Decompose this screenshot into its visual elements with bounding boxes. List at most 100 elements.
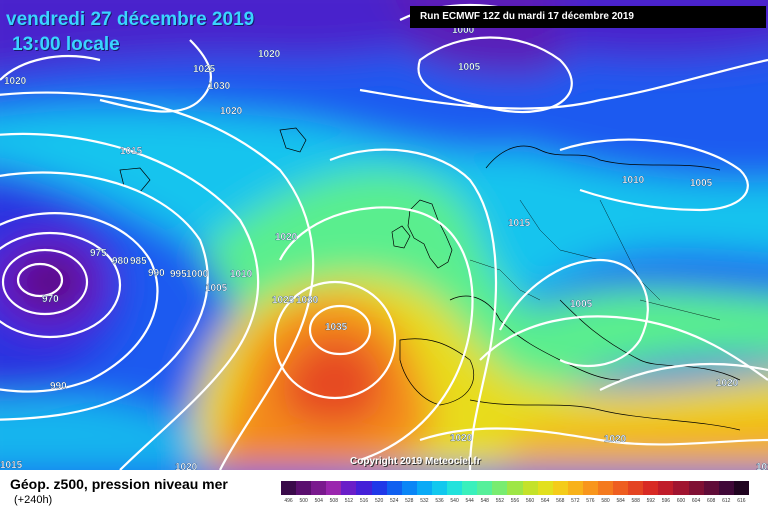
- isobar-label: 990: [50, 381, 67, 392]
- run-info: Run ECMWF 12Z du mardi 17 décembre 2019: [410, 6, 766, 28]
- color-swatch: [401, 481, 417, 495]
- color-scale: [281, 481, 749, 495]
- isobar-label: 1010: [230, 269, 253, 280]
- color-swatch: [522, 481, 538, 495]
- color-swatch: [537, 481, 553, 495]
- parameter-label: Géop. z500, pression niveau mer: [10, 476, 228, 492]
- color-swatch: [281, 481, 297, 495]
- isobar-label: 980: [112, 256, 129, 267]
- isobar-label: 1020: [175, 462, 198, 470]
- isobar-labels: 1000 1005 1020 1020 1025 1030 1020 1015 …: [0, 25, 768, 470]
- color-scale-value: 584: [616, 498, 625, 504]
- color-swatch: [386, 481, 402, 495]
- color-swatch: [718, 481, 734, 495]
- color-swatch: [341, 481, 357, 495]
- color-swatch: [597, 481, 614, 495]
- isobar-label: 995: [170, 269, 187, 280]
- color-swatch: [492, 481, 508, 495]
- color-swatch: [416, 481, 432, 495]
- geopotential-map: 1000 1005 1020 1020 1025 1030 1020 1015 …: [0, 0, 768, 470]
- color-scale-value: 580: [601, 498, 610, 504]
- isobar-label: 1005: [690, 178, 713, 189]
- isobar-label: 985: [130, 256, 147, 267]
- color-scale-value: 520: [374, 498, 384, 504]
- color-swatch: [356, 481, 372, 495]
- isobar-label: 1020: [450, 433, 473, 444]
- isobar-label: 1005: [458, 62, 481, 73]
- color-swatch: [613, 481, 629, 495]
- color-scale-value: 608: [707, 498, 716, 504]
- color-scale-value: 528: [405, 498, 414, 504]
- color-swatch: [311, 481, 327, 495]
- valid-time: 13:00 locale: [12, 34, 120, 55]
- isobar-label: 1015: [120, 146, 143, 157]
- color-scale-value: 556: [510, 498, 520, 504]
- color-scale-value: 552: [495, 498, 505, 504]
- isobar-label: 1010: [622, 175, 645, 186]
- isobar-label: 1005: [205, 283, 228, 294]
- color-swatch: [733, 481, 749, 495]
- isobar-label: 1020: [275, 232, 298, 243]
- isobar-label: 1005: [570, 299, 593, 310]
- color-swatch: [582, 481, 598, 495]
- country-borders: [469, 199, 721, 321]
- color-scale-value: 588: [631, 498, 640, 504]
- color-swatch: [431, 481, 448, 495]
- color-scale-value: 540: [450, 498, 459, 504]
- color-swatch: [703, 481, 719, 495]
- isobar-label: 1015: [508, 218, 531, 229]
- color-scale-value: 516: [359, 498, 369, 504]
- isobar-label: 975: [90, 248, 107, 259]
- color-scale-value: 536: [435, 498, 444, 504]
- color-scale-value: 512: [344, 498, 354, 504]
- isobar-label: 970: [42, 294, 59, 305]
- color-scale-value: 532: [420, 498, 429, 504]
- isobar-label: 990: [148, 268, 165, 279]
- color-scale-value: 500: [299, 498, 308, 504]
- isobar-label: 1025: [272, 295, 295, 306]
- color-scale-value: 600: [676, 498, 686, 504]
- color-swatch: [477, 481, 493, 495]
- legend-bar: Géop. z500, pression niveau mer (+240h) …: [0, 470, 768, 512]
- isobar-label: 1035: [325, 322, 348, 333]
- isobar-label: 1025: [193, 64, 216, 75]
- color-scale-value: 568: [556, 498, 565, 504]
- isobar-label: 1000: [452, 25, 475, 36]
- color-scale-value: 592: [646, 498, 655, 504]
- color-scale-value: 504: [314, 498, 323, 504]
- color-swatch: [643, 481, 659, 495]
- isobar-label: 1020: [604, 434, 627, 445]
- color-scale-value: 496: [284, 498, 293, 504]
- color-swatch: [296, 481, 312, 495]
- isobar-label: 1020: [258, 49, 281, 60]
- isobar-label: 1000: [186, 269, 209, 280]
- color-swatch: [567, 481, 583, 495]
- color-swatch: [552, 481, 568, 495]
- color-swatch: [673, 481, 689, 495]
- color-scale-value: 616: [737, 498, 746, 504]
- color-scale-labels: 496 500 504 508 512 516 520 524 528 532 536 540 544 5…: [281, 498, 749, 508]
- valid-date: vendredi 27 décembre 2019: [6, 9, 255, 30]
- isobar-label: 1030: [208, 81, 231, 92]
- color-scale-value: 572: [571, 498, 580, 504]
- isobar-label: 1020: [4, 76, 27, 87]
- color-scale-value: 604: [691, 498, 701, 504]
- color-scale-value: 560: [525, 498, 535, 504]
- isobar-label: 1020: [220, 106, 243, 117]
- color-scale-value: 564: [540, 498, 550, 504]
- color-swatch: [371, 481, 387, 495]
- copyright: Copyright 2019 Meteociel.fr: [350, 456, 481, 467]
- color-swatch: [688, 481, 704, 495]
- color-swatch: [326, 481, 342, 495]
- color-swatch: [462, 481, 478, 495]
- color-scale-value: 508: [329, 498, 338, 504]
- color-swatch: [447, 481, 463, 495]
- color-scale-value: 596: [661, 498, 671, 504]
- color-swatch: [658, 481, 674, 495]
- isobar-label: 1015: [0, 460, 23, 470]
- isobar-label: 1030: [296, 295, 319, 306]
- color-scale-value: 576: [586, 498, 595, 504]
- isobars: [0, 3, 768, 470]
- isobar-label: 1020: [716, 378, 739, 389]
